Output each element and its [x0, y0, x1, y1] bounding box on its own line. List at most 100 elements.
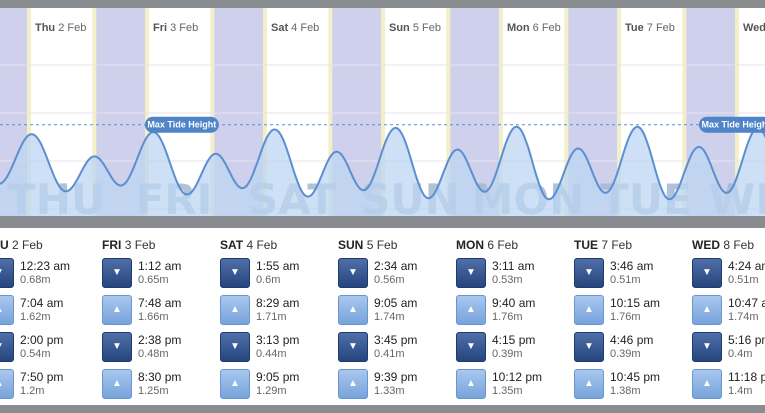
low-tide-button[interactable]: ▼ — [220, 258, 250, 288]
tide-time: 5:16 pm — [728, 333, 765, 347]
day-heading: TUE 7 Feb — [574, 238, 632, 252]
chevron-down-icon: ▼ — [112, 267, 122, 278]
low-tide-button[interactable]: ▼ — [574, 332, 604, 362]
tide-time: 9:05 am — [374, 296, 418, 310]
tide-entry: ▲ 10:12 pm 1.35m — [456, 369, 574, 405]
chevron-down-icon: ▼ — [584, 341, 594, 352]
chevron-down-icon: ▼ — [0, 340, 13, 354]
low-tide-button[interactable]: ▼ — [456, 258, 486, 288]
tide-entry: ▲ 10:45 pm 1.38m — [574, 369, 692, 405]
day-date: 2 Feb — [12, 238, 43, 252]
tide-entry: ▼ 4:24 am0.51m — [692, 258, 765, 295]
day-heading: THU 2 Feb — [0, 238, 43, 252]
high-tide-button[interactable]: ▲ — [102, 369, 132, 399]
day-column: WED 8 Feb ▼ 4:24 am0.51m ▲ 10:47 am1.74m ▼ 5:1… — [692, 228, 765, 405]
chevron-up-icon: ▲ — [702, 378, 712, 389]
day-column: SAT 4 Feb ▼ 1:55 am 0.6m ▲ 8:29 am 1.71m ▼ 3:13 … — [220, 228, 338, 405]
tide-time: 9:39 pm — [374, 370, 418, 384]
tide-time: 1:55 am — [256, 259, 300, 273]
low-tide-button[interactable]: ▼ — [338, 332, 368, 362]
tide-entry: ▼ 2:00 pm0.54m — [0, 332, 102, 369]
tide-height: 0.51m — [728, 274, 759, 286]
tide-time: 10:47 am — [728, 296, 765, 310]
day-date: 7 Feb — [601, 238, 633, 252]
high-tide-button[interactable]: ▲ — [338, 295, 368, 325]
tide-height: 0.68m — [20, 274, 51, 286]
high-tide-button[interactable]: ▲ — [220, 369, 250, 399]
day-heading: FRI 3 Feb — [102, 238, 155, 252]
tide-height: 1.38m — [610, 385, 641, 397]
low-tide-button[interactable]: ▼ — [456, 332, 486, 362]
tide-entry: ▼ 2:38 pm 0.48m — [102, 332, 220, 369]
tide-entry: ▼ 1:12 am 0.65m — [102, 258, 220, 295]
low-tide-button[interactable]: ▼ — [574, 258, 604, 288]
chevron-down-icon: ▼ — [466, 267, 476, 278]
low-tide-button[interactable]: ▼ — [0, 332, 14, 362]
day-heading: MON 6 Feb — [456, 238, 518, 252]
high-tide-button[interactable]: ▲ — [102, 295, 132, 325]
tide-time: 2:38 pm — [138, 333, 182, 347]
chevron-up-icon: ▲ — [584, 304, 594, 315]
top-day-date: 3 Feb — [170, 22, 198, 34]
chevron-down-icon: ▼ — [348, 341, 358, 352]
day-column: MON 6 Feb ▼ 3:11 am 0.53m ▲ 9:40 am 1.76m ▼ 4:15… — [456, 228, 574, 405]
tide-time: 10:15 am — [610, 296, 661, 310]
tide-widget: THUFRISATSUNMONTUEWED Max Tide HeightMax… — [0, 8, 765, 405]
tide-time: 7:04 am — [20, 296, 64, 310]
tide-entry: ▲ 9:05 am 1.74m — [338, 295, 456, 332]
high-tide-button[interactable]: ▲ — [220, 295, 250, 325]
high-tide-button[interactable]: ▲ — [574, 369, 604, 399]
chevron-up-icon: ▲ — [0, 303, 13, 317]
tide-entry: ▼ 4:15 pm 0.39m — [456, 332, 574, 369]
tide-height: 0.48m — [138, 348, 169, 360]
chevron-up-icon: ▲ — [702, 304, 712, 315]
chevron-down-icon: ▼ — [230, 341, 240, 352]
tide-entry: ▲ 11:18 pm1.4m — [692, 369, 765, 405]
low-tide-button[interactable]: ▼ — [338, 258, 368, 288]
max-tide-badge — [698, 116, 765, 133]
tide-time: 10:45 pm — [610, 370, 661, 384]
high-tide-button[interactable]: ▲ — [456, 369, 486, 399]
high-tide-button[interactable]: ▲ — [692, 295, 722, 325]
day-column: TUE 7 Feb ▼ 3:46 am 0.51m ▲ 10:15 am 1.76m ▼ 4:4… — [574, 228, 692, 405]
top-day-date: 2 Feb — [58, 22, 86, 34]
chevron-up-icon: ▲ — [112, 378, 122, 389]
chevron-up-icon: ▲ — [230, 378, 240, 389]
chevron-down-icon: ▼ — [702, 267, 712, 278]
high-tide-button[interactable]: ▲ — [574, 295, 604, 325]
tide-entry: ▼ 2:34 am 0.56m — [338, 258, 456, 295]
low-tide-button[interactable]: ▼ — [692, 332, 722, 362]
chevron-down-icon: ▼ — [0, 266, 13, 280]
max-tide-line: Max Tide Height Max Tide Height — [0, 116, 765, 133]
high-tide-button[interactable]: ▲ — [692, 369, 722, 399]
high-tide-button[interactable]: ▲ — [0, 295, 14, 325]
tide-time: 4:46 pm — [610, 333, 654, 347]
chevron-up-icon: ▲ — [584, 378, 594, 389]
day-name: THU — [0, 238, 9, 252]
tide-height: 0.6m — [256, 274, 281, 286]
low-tide-button[interactable]: ▼ — [692, 258, 722, 288]
day-date: 3 Feb — [124, 238, 156, 252]
day-heading: SUN 5 Feb — [338, 238, 397, 252]
tide-time: 4:24 am — [728, 259, 765, 273]
low-tide-button[interactable]: ▼ — [0, 258, 14, 288]
day-date: 6 Feb — [487, 238, 519, 252]
low-tide-button[interactable]: ▼ — [220, 332, 250, 362]
tide-entry: ▼ 4:46 pm 0.39m — [574, 332, 692, 369]
high-tide-button[interactable]: ▲ — [338, 369, 368, 399]
top-day-labels: Thu 2 Feb Fri 3 Feb Sat 4 Feb Sun 5 Feb Mon … — [35, 22, 765, 34]
top-day-label: Tue 7 Feb — [625, 22, 675, 34]
day-date: 8 Feb — [723, 238, 755, 252]
chevron-down-icon: ▼ — [230, 267, 240, 278]
tide-height: 0.41m — [374, 348, 405, 360]
tide-time: 11:18 pm — [728, 370, 765, 384]
tide-entry: ▲ 7:48 am 1.66m — [102, 295, 220, 332]
tide-time: 4:15 pm — [492, 333, 536, 347]
tide-entry: ▲ 7:50 pm1.2m — [0, 369, 102, 405]
high-tide-button[interactable]: ▲ — [456, 295, 486, 325]
low-tide-button[interactable]: ▼ — [102, 258, 132, 288]
high-tide-button[interactable]: ▲ — [0, 369, 14, 399]
low-tide-button[interactable]: ▼ — [102, 332, 132, 362]
tide-entry: ▲ 9:39 pm 1.33m — [338, 369, 456, 405]
tide-height: 1.76m — [492, 311, 523, 323]
